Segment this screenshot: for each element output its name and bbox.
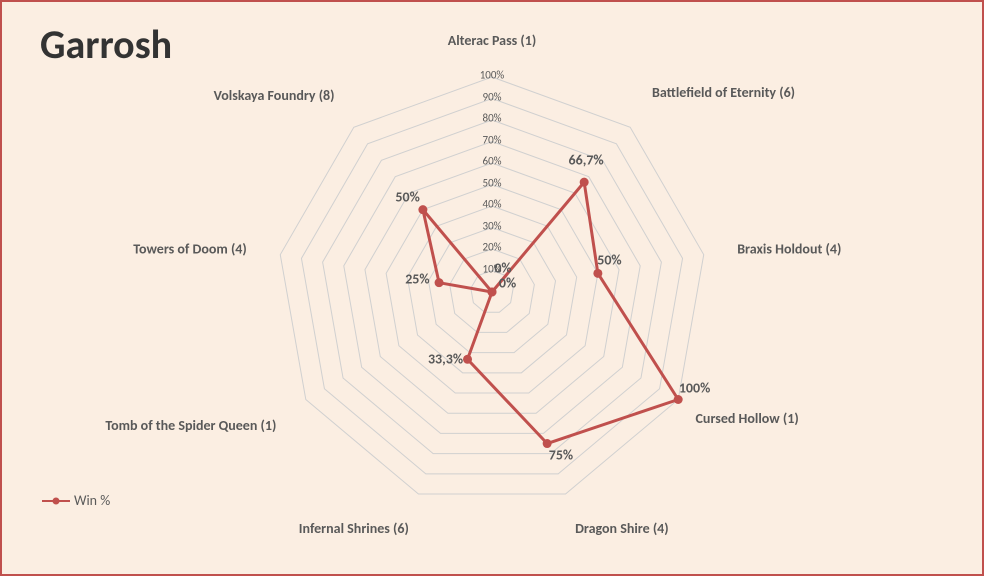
data-point-label: 66,7%: [569, 152, 604, 169]
legend-dot-icon: [53, 497, 60, 504]
chart-container: Garrosh Win % 10%20%30%40%50%60%70%80%90…: [0, 0, 984, 576]
data-point-label: 75%: [549, 447, 573, 464]
data-point-label: 0%: [494, 260, 511, 277]
radar-chart: [2, 2, 984, 578]
data-point-label: 50%: [597, 251, 621, 268]
axis-label: Braxis Holdout (4): [737, 240, 841, 257]
data-point-label: 0%: [499, 275, 516, 292]
legend-label: Win %: [74, 492, 110, 509]
grid-tick-label: 40%: [482, 198, 501, 211]
data-point-label: 25%: [405, 270, 429, 287]
axis-label: Alterac Pass (1): [448, 32, 537, 49]
data-point-label: 50%: [395, 188, 419, 205]
grid-tick-label: 90%: [482, 90, 501, 103]
axis-label: Cursed Hollow (1): [696, 410, 799, 427]
grid-tick-label: 70%: [482, 133, 501, 146]
grid-tick-label: 100%: [480, 69, 505, 82]
axis-label: Tomb of the Spider Queen (1): [105, 417, 276, 434]
grid-tick-label: 50%: [482, 176, 501, 189]
grid-tick-label: 30%: [482, 219, 501, 232]
chart-title: Garrosh: [40, 20, 172, 69]
axis-label: Battlefield of Eternity (6): [652, 84, 795, 101]
axis-label: Infernal Shrines (6): [299, 520, 409, 537]
grid-tick-label: 80%: [482, 112, 501, 125]
grid-tick-label: 60%: [482, 155, 501, 168]
axis-label: Dragon Shire (4): [575, 520, 669, 537]
data-point-label: 33,3%: [428, 351, 463, 368]
data-point-label: 100%: [679, 380, 711, 397]
axis-label: Towers of Doom (4): [133, 240, 247, 257]
legend-line-icon: [42, 500, 70, 502]
axis-label: Volskaya Foundry (8): [214, 87, 335, 104]
grid-tick-label: 20%: [482, 241, 501, 254]
legend: Win %: [42, 492, 110, 509]
